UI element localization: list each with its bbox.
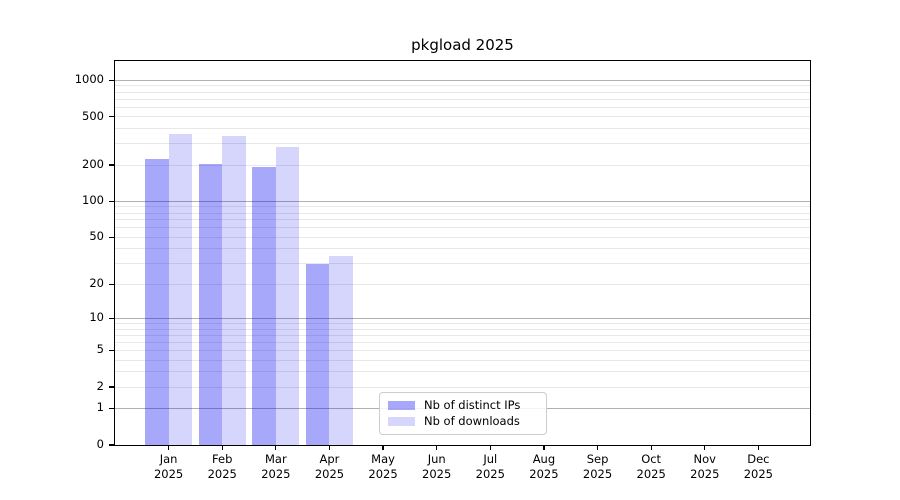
plot-area	[114, 60, 811, 446]
bar-jan-downloads	[168, 134, 193, 445]
major-gridline	[115, 200, 810, 202]
x-tick-label: Apr 2025	[314, 452, 345, 481]
x-tick-label: Dec 2025	[743, 452, 774, 481]
y-tick-label: 1000	[74, 72, 104, 87]
x-tick-mark	[436, 446, 438, 450]
minor-gridline	[115, 359, 810, 361]
y-tick-mark	[109, 116, 114, 118]
minor-gridline	[115, 128, 810, 130]
bar-apr-downloads	[329, 255, 354, 445]
minor-gridline	[115, 349, 810, 351]
bar-feb-distinct-ips	[198, 163, 223, 445]
x-tick-label: Jun 2025	[422, 452, 452, 481]
y-tick-label: 50	[89, 229, 104, 244]
minor-gridline	[115, 98, 810, 100]
minor-gridline	[115, 164, 810, 166]
minor-gridline	[115, 106, 810, 108]
x-tick-label: Nov 2025	[690, 452, 720, 481]
x-tick-mark	[382, 446, 384, 450]
y-tick-mark	[109, 407, 114, 409]
x-tick-mark	[757, 446, 759, 450]
bar-mar-downloads	[275, 147, 300, 445]
minor-gridline	[115, 227, 810, 229]
minor-gridline	[115, 371, 810, 373]
y-tick-mark	[109, 200, 114, 202]
x-tick-mark	[328, 446, 331, 450]
x-tick-mark	[704, 446, 706, 450]
x-tick-label: Feb 2025	[207, 452, 237, 481]
y-tick-label: 5	[96, 342, 104, 357]
x-tick-mark	[275, 446, 277, 450]
y-tick-mark	[109, 317, 114, 319]
x-tick-label: May 2025	[368, 452, 398, 481]
x-tick-mark	[168, 446, 170, 450]
y-tick-label: 0	[96, 437, 104, 451]
major-gridline	[115, 317, 810, 319]
minor-gridline	[115, 322, 810, 324]
x-tick-label: Oct 2025	[636, 452, 666, 481]
y-tick-label: 10	[89, 310, 104, 325]
chart-title: pkgload 2025	[411, 36, 514, 54]
x-tick-label: Mar 2025	[261, 452, 291, 481]
y-tick-label: 200	[82, 156, 104, 171]
legend: Nb of distinct IPs Nb of downloads	[379, 392, 547, 435]
legend-label-distinct-ips: Nb of distinct IPs	[424, 398, 521, 412]
legend-label-downloads: Nb of downloads	[424, 414, 520, 428]
minor-gridline	[115, 219, 810, 221]
legend-swatch-downloads	[388, 416, 415, 426]
y-tick-mark	[109, 283, 114, 285]
y-tick-label: 2	[96, 378, 104, 393]
bar-mar-distinct-ips	[252, 167, 276, 445]
minor-gridline	[115, 248, 810, 250]
x-tick-mark	[543, 446, 545, 450]
minor-gridline	[115, 91, 810, 93]
x-tick-mark	[650, 446, 652, 450]
x-tick-mark	[596, 446, 599, 450]
legend-row-distinct-ips: Nb of distinct IPs	[388, 397, 538, 413]
minor-gridline	[115, 341, 810, 343]
y-tick-mark	[109, 444, 114, 446]
bar-apr-distinct-ips	[305, 263, 330, 445]
bar-feb-downloads	[222, 135, 246, 445]
x-tick-mark	[489, 446, 491, 450]
minor-gridline	[115, 386, 810, 388]
minor-gridline	[115, 328, 810, 330]
y-tick-mark	[109, 79, 114, 81]
minor-gridline	[115, 283, 810, 285]
y-tick-label: 500	[82, 108, 104, 123]
y-tick-label: 20	[89, 276, 104, 291]
y-tick-mark	[109, 236, 114, 238]
x-tick-mark	[221, 446, 223, 450]
y-tick-mark	[109, 386, 114, 388]
minor-gridline	[115, 206, 810, 208]
minor-gridline	[115, 116, 810, 118]
y-tick-mark	[109, 164, 114, 166]
x-tick-label: Sep 2025	[582, 452, 613, 481]
y-tick-mark	[109, 349, 114, 351]
minor-gridline	[115, 85, 810, 87]
x-tick-label: Jul 2025	[475, 452, 505, 481]
minor-gridline	[115, 236, 810, 238]
minor-gridline	[115, 263, 810, 265]
x-tick-label: Jan 2025	[153, 452, 184, 481]
legend-swatch-distinct-ips	[388, 400, 415, 410]
minor-gridline	[115, 212, 810, 214]
minor-gridline	[115, 334, 810, 336]
x-tick-label: Aug 2025	[529, 452, 559, 481]
bar-jan-distinct-ips	[145, 158, 169, 445]
minor-gridline	[115, 143, 810, 145]
y-tick-label: 100	[82, 193, 104, 208]
legend-row-downloads: Nb of downloads	[388, 413, 538, 429]
major-gridline	[115, 79, 810, 81]
y-tick-label: 1	[96, 400, 104, 415]
